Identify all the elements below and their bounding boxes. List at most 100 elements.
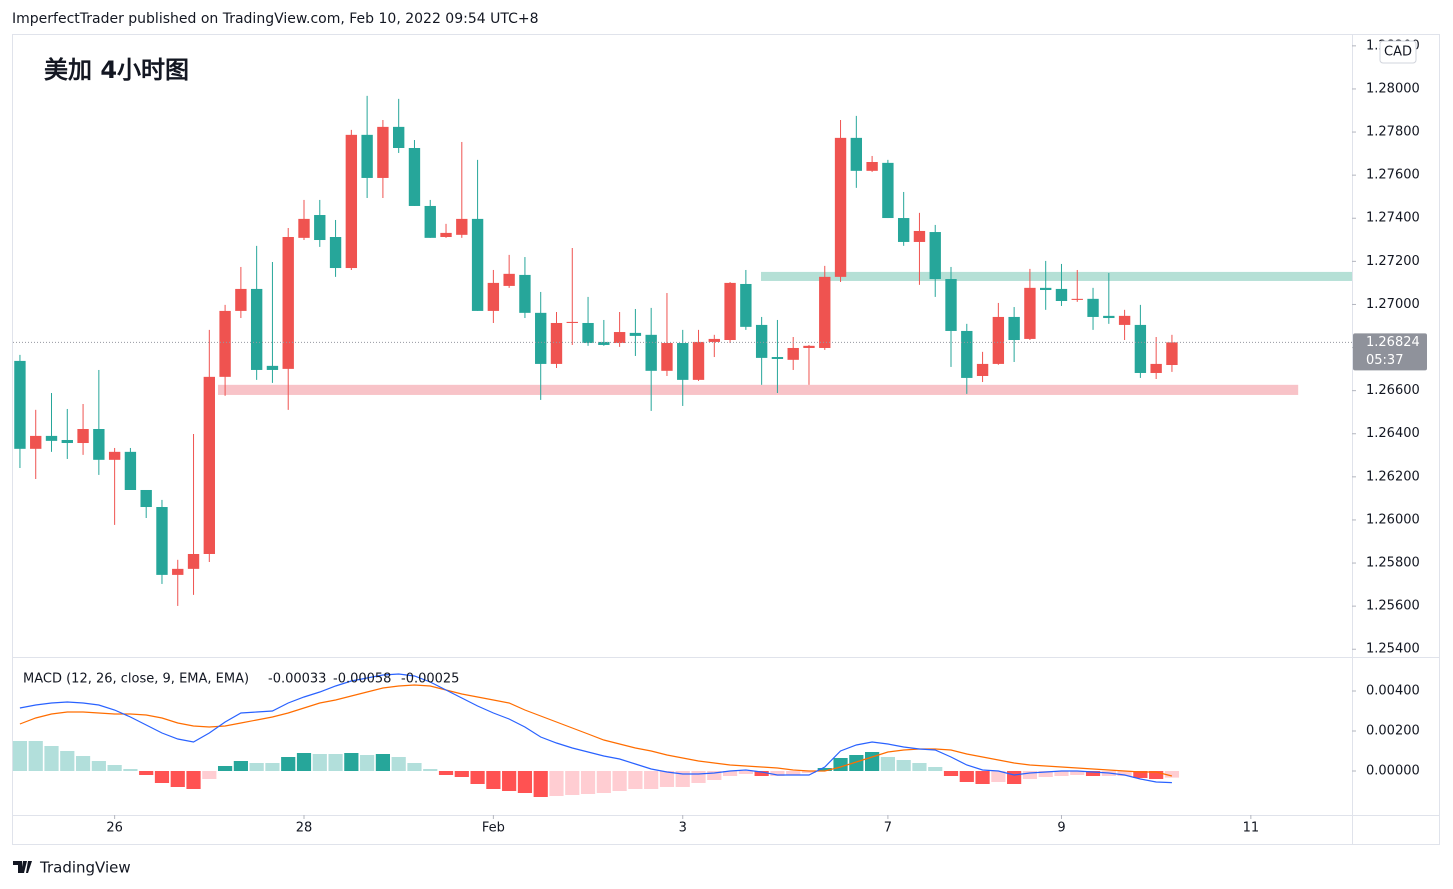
macd-histogram-bar [880, 757, 895, 771]
macd-histogram-bar [533, 771, 548, 797]
candle-body [1024, 287, 1036, 339]
macd-histogram-bar [928, 767, 943, 771]
macd-histogram-bar [1054, 771, 1069, 776]
price-tick-label: 1.26400 [1366, 426, 1420, 441]
candle-body [14, 360, 26, 449]
price-tick-label: 1.26200 [1366, 469, 1420, 484]
last-price-label: 1.26824 [1366, 335, 1420, 350]
time-tick-label: 7 [884, 821, 892, 836]
macd-histogram-bar [44, 746, 59, 771]
macd-line [19, 673, 1172, 784]
candle-body [661, 343, 673, 371]
candle-body [866, 162, 878, 171]
macd-histogram-bar [502, 771, 517, 791]
macd-histogram-bar [912, 763, 927, 771]
macd-histogram-bar [60, 751, 75, 771]
candle-body [550, 322, 563, 364]
candle-body [61, 439, 73, 444]
candle-body [945, 279, 957, 331]
candle-body [787, 347, 799, 360]
candle-body [156, 507, 168, 575]
candle-body [897, 218, 910, 242]
publish-info: ImperfectTrader published on TradingView… [12, 11, 539, 27]
candle-body [187, 553, 200, 569]
candle-body [440, 232, 452, 237]
macd-tick-label: 0.00400 [1366, 684, 1420, 699]
macd-histogram-bar [975, 771, 990, 784]
macd-histogram-bar [233, 761, 248, 771]
price-tick-label: 1.27400 [1366, 211, 1420, 226]
candle-body [235, 288, 247, 311]
candle-body [203, 376, 215, 554]
candle-body [424, 205, 436, 238]
macd-histogram-bar [817, 768, 832, 771]
macd-histogram-bar [407, 763, 422, 771]
macd-histogram-bar [375, 754, 391, 771]
candle-body [1166, 342, 1178, 366]
macd-tick-label: 0.00200 [1366, 724, 1420, 739]
histogram-last-value: -0.00033 [268, 672, 326, 687]
macd-tick-label: 0.00000 [1366, 764, 1420, 779]
candle-body [1055, 288, 1068, 301]
macd-histogram-bar [565, 771, 580, 795]
macd-histogram-bar [454, 771, 469, 777]
price-zone [217, 384, 1299, 395]
candle-body [677, 343, 689, 380]
candle-body [1150, 363, 1162, 373]
candle-body [108, 451, 121, 460]
macd-histogram-bar [786, 771, 801, 775]
macd-histogram-bar [91, 761, 106, 771]
price-tick-label: 1.27000 [1366, 297, 1420, 312]
macd-histogram-bar [28, 741, 43, 771]
candle-body [124, 451, 137, 490]
candle-body [487, 282, 500, 311]
macd-histogram-bar [360, 755, 375, 771]
candle-body [629, 332, 642, 336]
candle-body [976, 363, 989, 376]
candle-body [724, 282, 736, 341]
candle-body [503, 273, 515, 286]
candle-body [471, 218, 484, 311]
macd-histogram-bar [770, 771, 785, 776]
macd-histogram-bar [865, 752, 880, 771]
macd-histogram-bar [217, 766, 233, 771]
macd-histogram-bar [202, 771, 217, 779]
time-tick-label: 11 [1243, 821, 1260, 836]
price-zone [761, 271, 1352, 281]
candle-body [692, 341, 705, 380]
brand: TradingView [39, 859, 131, 877]
macd-histogram-bar [991, 771, 1006, 782]
macd-histogram-bar [170, 771, 185, 787]
macd-histogram-bar [833, 758, 848, 771]
macd-histogram-bar [580, 771, 596, 794]
candle-body [519, 274, 531, 313]
currency-box [1379, 40, 1417, 64]
macd-histogram-bar [12, 741, 28, 771]
candle-body [755, 324, 768, 358]
macd-histogram-bar [75, 756, 91, 771]
macd-histogram-bar [1133, 771, 1148, 778]
price-tick-label: 1.27600 [1366, 168, 1420, 183]
time-tick-label: 3 [679, 821, 687, 836]
macd-histogram-bar [722, 771, 738, 776]
macd-histogram-bar [707, 771, 722, 780]
candle-body [298, 218, 310, 238]
macd-histogram-bar [738, 771, 753, 774]
candle-body [598, 341, 610, 345]
candle-body [219, 310, 231, 377]
macd-histogram-bar [612, 771, 627, 791]
macd-histogram-bar [186, 771, 201, 789]
macd-histogram-bar [959, 771, 974, 782]
price-tick-label: 1.27800 [1366, 125, 1420, 140]
candle-body [1008, 316, 1020, 341]
price-tick-label: 1.28000 [1366, 81, 1420, 96]
macd-histogram-bar [1149, 771, 1164, 779]
candle-body [30, 435, 42, 449]
candle-body [803, 345, 815, 348]
candle-body [93, 429, 105, 460]
candle-body [456, 218, 468, 235]
footer-logo: TradingView [13, 859, 131, 877]
time-tick-label: Feb [482, 821, 505, 836]
signal-last-value: -0.00025 [401, 672, 459, 687]
macd-histogram-bar [549, 771, 564, 796]
